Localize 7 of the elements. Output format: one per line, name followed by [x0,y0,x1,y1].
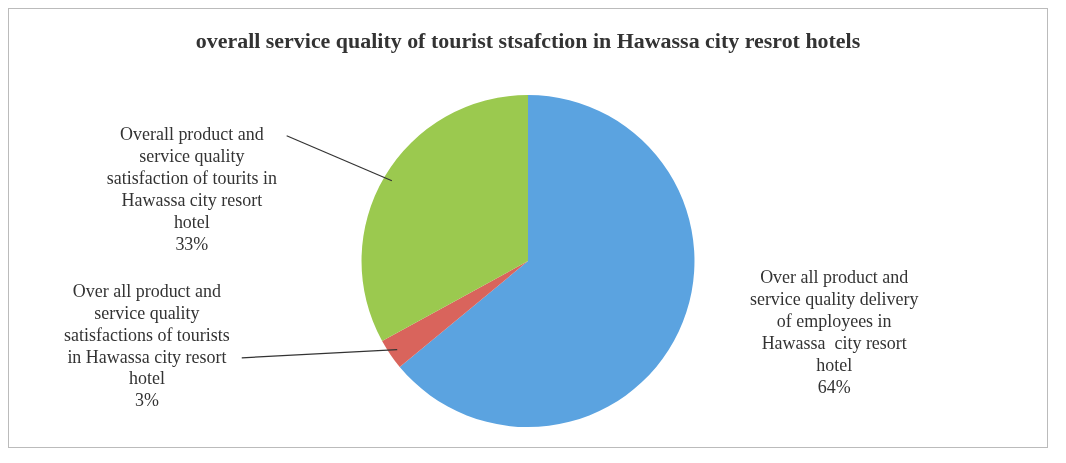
slice-label: Over all product and service quality satisfactions of tourists in Hawassa city resort hotel [64,280,230,389]
data-label: 33% [175,233,209,254]
data-label: 3% [134,390,159,411]
slice-label: Overall product and service quality satisfaction of tourits in Hawassa city resort hotel [106,124,277,232]
data-label: 64% [817,376,851,397]
slice-label: Over all product and service quality delivery of employees in Hawassa city resort hotel [749,267,919,375]
chart-title: overall service quality of tourist stsafction in Hawassa city resrot hotels [195,27,861,53]
